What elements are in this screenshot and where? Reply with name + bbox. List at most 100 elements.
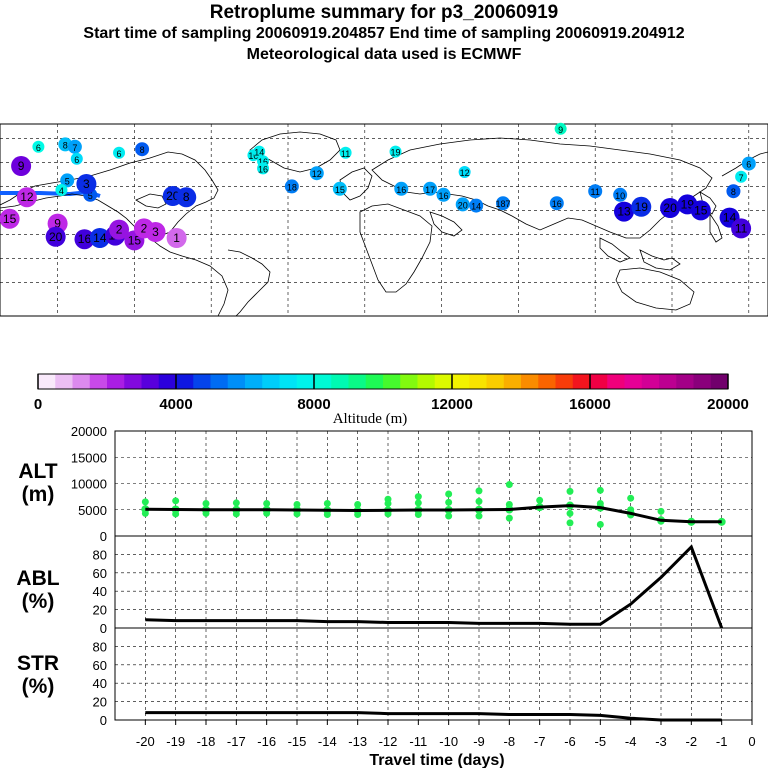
plume-point-marker — [339, 146, 352, 159]
plume-point: 8 — [176, 187, 197, 208]
x-tick-label: -13 — [348, 734, 367, 749]
str-tick-label: 0 — [100, 713, 107, 728]
plume-point-label: 16 — [439, 191, 449, 201]
plume-point-marker — [332, 181, 347, 196]
alt-scatter-point — [445, 490, 453, 498]
alt-scatter-point — [232, 499, 240, 507]
alt-tick-label: 20000 — [71, 424, 107, 439]
plume-point-marker — [253, 145, 266, 158]
alt-scatter-point — [384, 499, 392, 507]
abl-panel-label: ABL — [16, 567, 59, 590]
plume-point-label: 6 — [117, 149, 122, 159]
colorbar-cell — [158, 374, 177, 389]
x-tick-label: -8 — [504, 734, 516, 749]
alt-scatter-point — [627, 494, 635, 502]
plume-point-marker — [176, 187, 197, 208]
plume-point-label: 16 — [258, 157, 268, 167]
colorbar-cells — [38, 374, 729, 389]
plume-point: 6 — [32, 140, 45, 153]
plume-point-marker — [16, 187, 37, 208]
altitude-colorbar: 0 4000 8000 12000 16000 20000 Altitude (m) — [34, 373, 749, 427]
plume-point-marker — [60, 173, 75, 188]
colorbar-cell — [417, 374, 436, 389]
plume-point: 3 — [76, 174, 97, 194]
colorbar-cell — [279, 374, 298, 389]
plume-point-label: 12 — [20, 190, 34, 204]
plume-point-label: 20 — [49, 230, 63, 244]
plume-point-label: 1 — [173, 231, 180, 245]
plume-point-label: 11 — [591, 187, 600, 197]
plume-point-label: 16 — [78, 232, 92, 246]
plume-point: 11 — [731, 218, 752, 239]
plume-point-label: 3 — [83, 177, 90, 191]
str-tick-label: 20 — [93, 695, 107, 710]
colorbar-cell — [676, 374, 694, 389]
colorbar-label: Altitude (m) — [333, 411, 408, 427]
x-tick-label: -1 — [716, 734, 728, 749]
colorbar-cell — [141, 374, 160, 389]
plume-point: 16 — [257, 162, 270, 175]
plume-point-marker — [135, 142, 150, 157]
alt-scatter-point — [566, 519, 574, 527]
plume-point-label: 20 — [663, 201, 677, 215]
colorbar-cell — [314, 374, 332, 389]
x-tick-label: -2 — [686, 734, 698, 749]
plume-point: 12 — [458, 166, 471, 178]
plume-point-label: 8 — [183, 190, 190, 204]
plume-point-label: 15 — [128, 233, 142, 247]
plume-point: 12 — [309, 166, 324, 181]
plume-point-label: 13 — [617, 205, 631, 219]
panel-axis-ticks: 20000 15000 10000 5000 0 80 60 40 20 0 80 60 40 20 0 -2… — [71, 424, 756, 749]
plume-point: 20 — [455, 197, 470, 212]
plume-point-marker — [726, 184, 741, 199]
plume-point: 17 — [423, 181, 438, 196]
plume-point-marker — [45, 226, 66, 247]
colorbar-cell — [452, 374, 470, 389]
plume-point-marker — [67, 139, 82, 154]
x-tick-label: -10 — [439, 734, 458, 749]
x-tick-label: -11 — [409, 734, 427, 749]
plume-point: 16 — [74, 229, 95, 250]
alt-scatter-point — [141, 498, 149, 506]
str-tick-label: 40 — [93, 676, 107, 691]
sampling-times: Start time of sampling 20060919.204857 E… — [83, 25, 685, 42]
abl-tick-label: 80 — [93, 547, 107, 562]
plume-point: 19 — [631, 196, 652, 217]
plume-point-marker — [496, 196, 511, 211]
plume-point: 1 — [166, 228, 187, 248]
plume-point-marker — [423, 181, 438, 196]
plume-point: 16 — [549, 196, 564, 211]
x-tick-label: -20 — [136, 734, 155, 749]
plume-point-marker — [549, 196, 564, 211]
colorbar-tick-label: 8000 — [297, 396, 330, 413]
plume-point: 20 — [45, 226, 66, 247]
plume-point-label: 15 — [694, 203, 708, 217]
series-lines — [145, 504, 724, 722]
plume-point-marker — [588, 184, 603, 199]
colorbar-cell — [555, 374, 574, 389]
plume-point-label: 5 — [88, 191, 93, 201]
alt-scatter-points — [141, 481, 726, 528]
colorbar-tick-label: 12000 — [431, 396, 473, 413]
plume-point-label: 11 — [341, 149, 350, 159]
plume-point-label: 19 — [635, 200, 649, 214]
abl-series-line — [145, 544, 724, 629]
colorbar-cell — [193, 374, 211, 389]
x-tick-label: -3 — [655, 734, 667, 749]
alt-scatter-point — [414, 493, 422, 501]
plume-point: 16 — [436, 187, 451, 202]
plume-point-label: 7 — [72, 143, 77, 153]
colorbar-cell — [624, 374, 643, 389]
plume-point-label: 9 — [54, 217, 61, 231]
plume-point-marker — [70, 152, 83, 165]
colorbar-cell — [262, 374, 280, 389]
plume-point: 6 — [70, 152, 83, 165]
plume-point: 9 — [11, 156, 32, 176]
plume-point-marker — [455, 197, 470, 212]
str-tick-label: 80 — [93, 639, 107, 654]
plume-point-marker — [458, 166, 471, 178]
plume-point-label: 2 — [141, 221, 148, 235]
plume-point-label: 11 — [735, 221, 748, 235]
plume-point-marker — [0, 208, 20, 229]
plume-point: 11 — [588, 184, 603, 199]
